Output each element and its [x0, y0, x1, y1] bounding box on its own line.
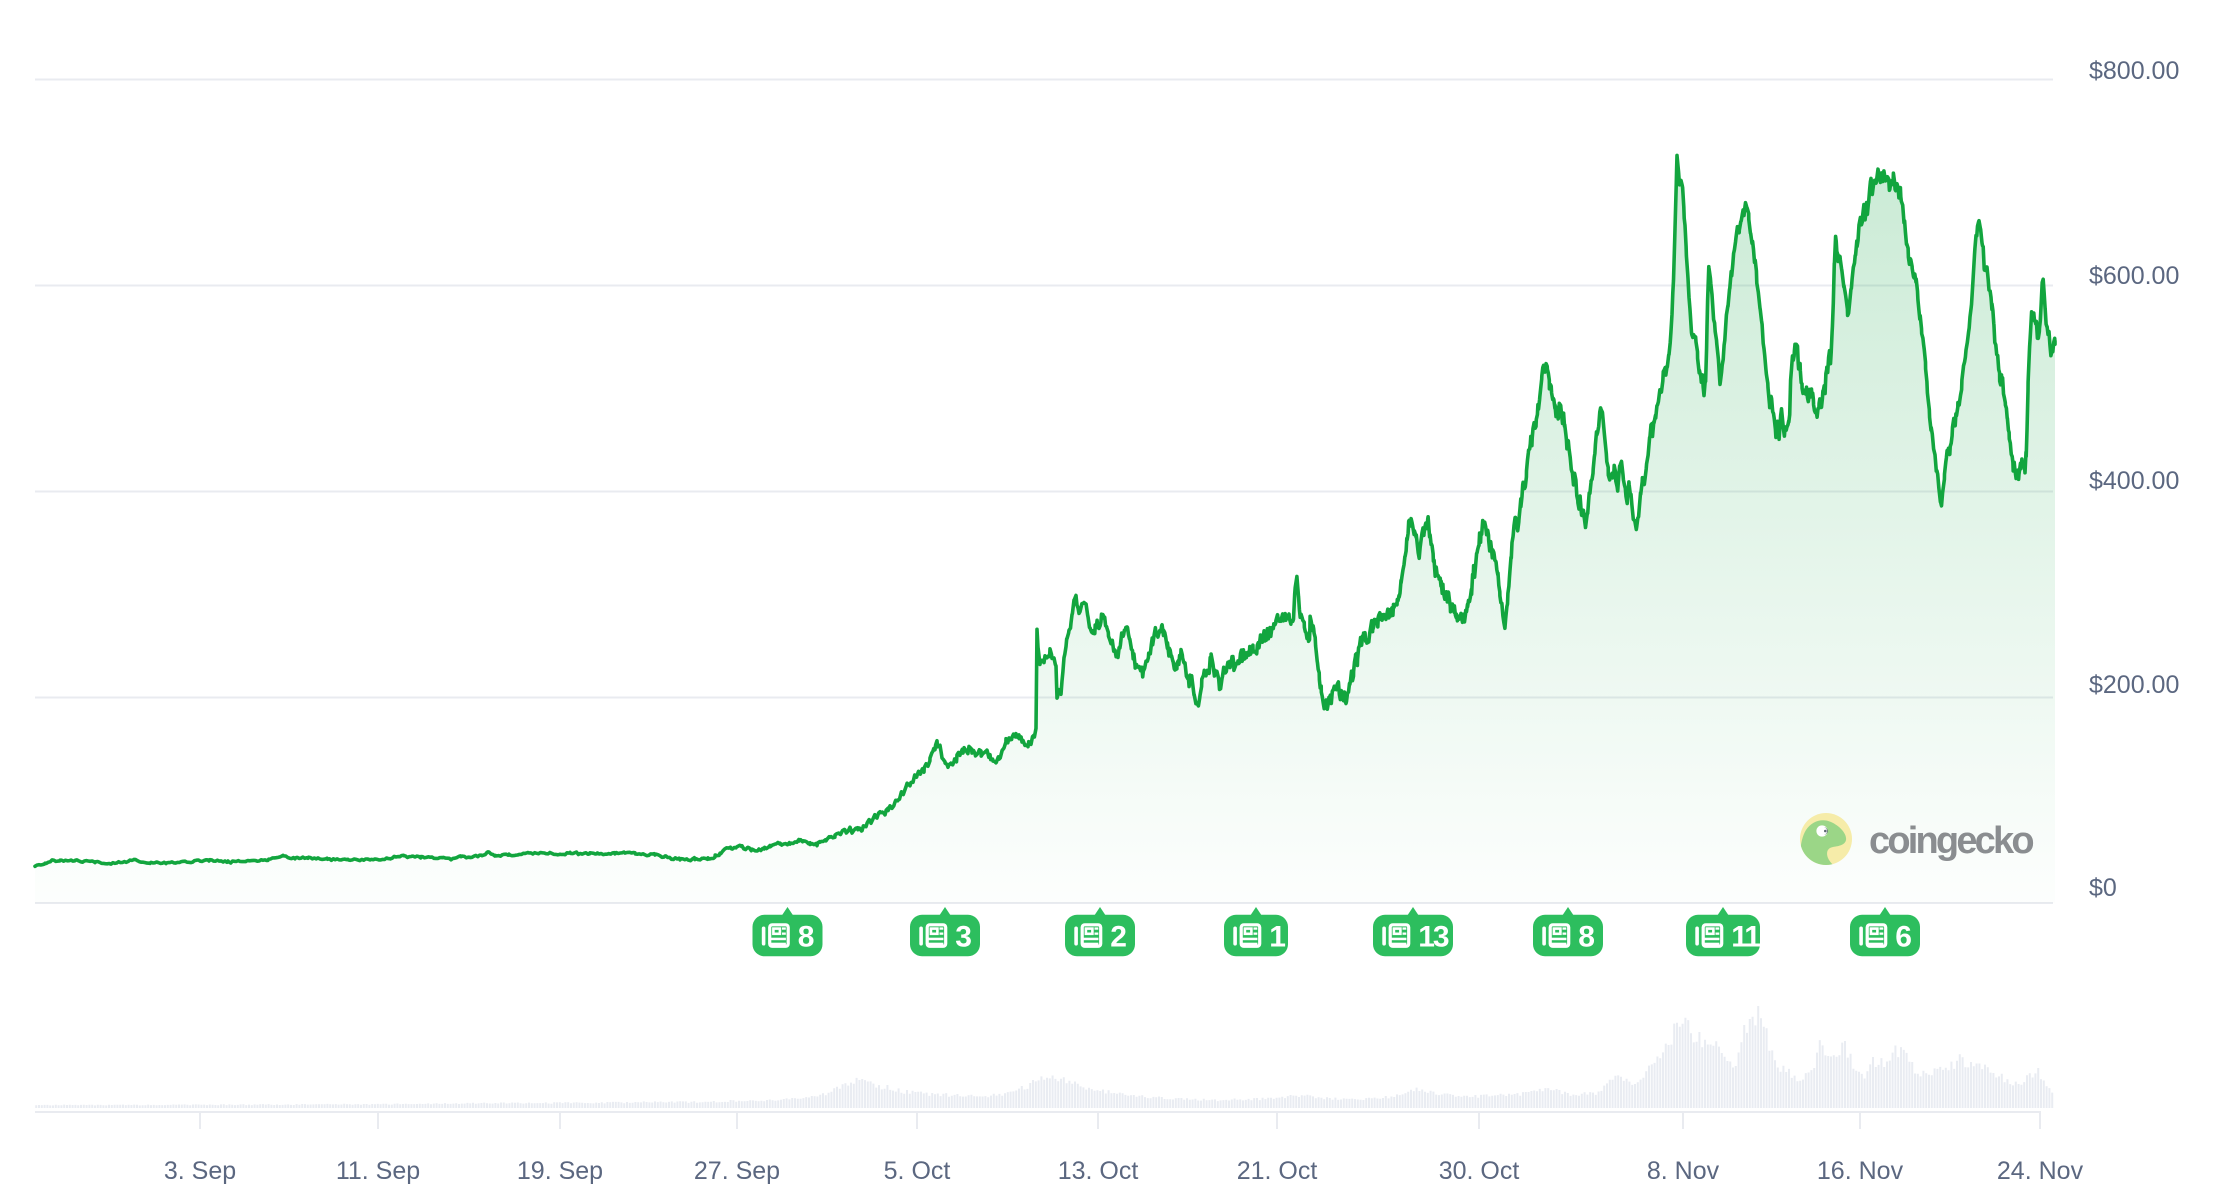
svg-text:30. Oct: 30. Oct: [1439, 1157, 1520, 1185]
svg-text:$200.00: $200.00: [2089, 671, 2179, 699]
svg-text:11: 11: [1731, 921, 1760, 954]
svg-text:3: 3: [955, 921, 972, 954]
svg-text:13. Oct: 13. Oct: [1058, 1157, 1139, 1185]
svg-text:2: 2: [1110, 921, 1127, 954]
svg-text:$0: $0: [2089, 874, 2117, 902]
svg-text:$800.00: $800.00: [2089, 57, 2179, 85]
svg-text:5. Oct: 5. Oct: [884, 1157, 951, 1185]
svg-text:1: 1: [1269, 921, 1286, 954]
svg-text:8: 8: [798, 921, 815, 954]
svg-text:coingecko: coingecko: [1869, 820, 2033, 862]
svg-text:16. Nov: 16. Nov: [1817, 1157, 1904, 1185]
svg-text:24. Nov: 24. Nov: [1997, 1157, 2084, 1185]
svg-text:$400.00: $400.00: [2089, 467, 2179, 495]
svg-text:19. Sep: 19. Sep: [517, 1157, 603, 1185]
svg-text:6: 6: [1895, 921, 1912, 954]
svg-text:8: 8: [1578, 921, 1595, 954]
svg-text:$600.00: $600.00: [2089, 262, 2179, 290]
svg-text:13: 13: [1418, 921, 1449, 954]
svg-text:11. Sep: 11. Sep: [336, 1157, 420, 1185]
svg-text:27. Sep: 27. Sep: [694, 1157, 780, 1185]
svg-text:3. Sep: 3. Sep: [164, 1157, 236, 1185]
svg-text:21. Oct: 21. Oct: [1237, 1157, 1318, 1185]
svg-text:8. Nov: 8. Nov: [1647, 1157, 1720, 1185]
